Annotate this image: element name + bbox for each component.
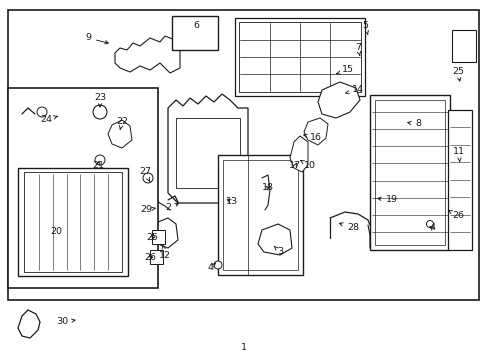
Polygon shape [317,82,359,118]
Text: 13: 13 [225,198,238,207]
Polygon shape [108,120,132,148]
Bar [176,118,240,188]
Text: 16: 16 [303,134,321,143]
Text: 27: 27 [139,167,151,182]
Text: 30: 30 [56,318,75,327]
Text: 6: 6 [193,22,199,31]
Text: 4: 4 [206,263,215,273]
Bar [218,155,303,275]
Bar [18,168,128,276]
Text: 1: 1 [241,343,246,352]
Bar [374,100,444,245]
Text: 22: 22 [116,117,128,129]
Circle shape [142,173,153,183]
Text: 28: 28 [339,223,358,233]
Text: 10: 10 [300,161,315,171]
Text: 25: 25 [146,234,158,243]
Polygon shape [115,36,180,73]
Text: 17: 17 [288,162,301,171]
Text: 26: 26 [143,253,156,262]
Bar [239,22,360,92]
Bar [451,30,475,62]
Text: 5: 5 [361,21,367,35]
Text: 9: 9 [85,33,108,44]
Polygon shape [18,310,40,338]
Text: 12: 12 [159,245,171,260]
Circle shape [37,107,47,117]
Text: 7: 7 [354,44,360,55]
Bar [152,230,164,244]
Bar [223,160,297,270]
Bar [447,110,471,250]
Text: 4: 4 [428,224,434,233]
Text: 2: 2 [164,203,178,212]
Text: 24: 24 [40,116,58,125]
Text: 8: 8 [407,120,420,129]
Text: 25: 25 [451,68,463,81]
Polygon shape [258,224,291,255]
Polygon shape [304,118,327,145]
Text: 18: 18 [262,184,273,193]
Text: 20: 20 [50,228,62,237]
Text: 14: 14 [345,85,363,94]
Bar [8,10,478,300]
Circle shape [214,261,222,269]
Polygon shape [168,94,247,203]
Bar [24,172,122,272]
Circle shape [93,105,107,119]
Text: 11: 11 [452,148,464,162]
Text: 3: 3 [274,246,283,256]
Polygon shape [289,136,307,172]
Text: 21: 21 [92,161,104,170]
Bar [235,18,364,96]
Text: 26: 26 [448,211,463,220]
Text: 29: 29 [140,206,155,215]
Text: 15: 15 [336,66,353,75]
Circle shape [95,155,105,165]
Bar [150,250,163,264]
Circle shape [426,220,433,228]
Bar [369,95,449,250]
Bar [172,16,218,50]
Bar [8,88,158,288]
Polygon shape [154,218,178,248]
Text: 23: 23 [94,94,106,107]
Text: 19: 19 [377,195,397,204]
